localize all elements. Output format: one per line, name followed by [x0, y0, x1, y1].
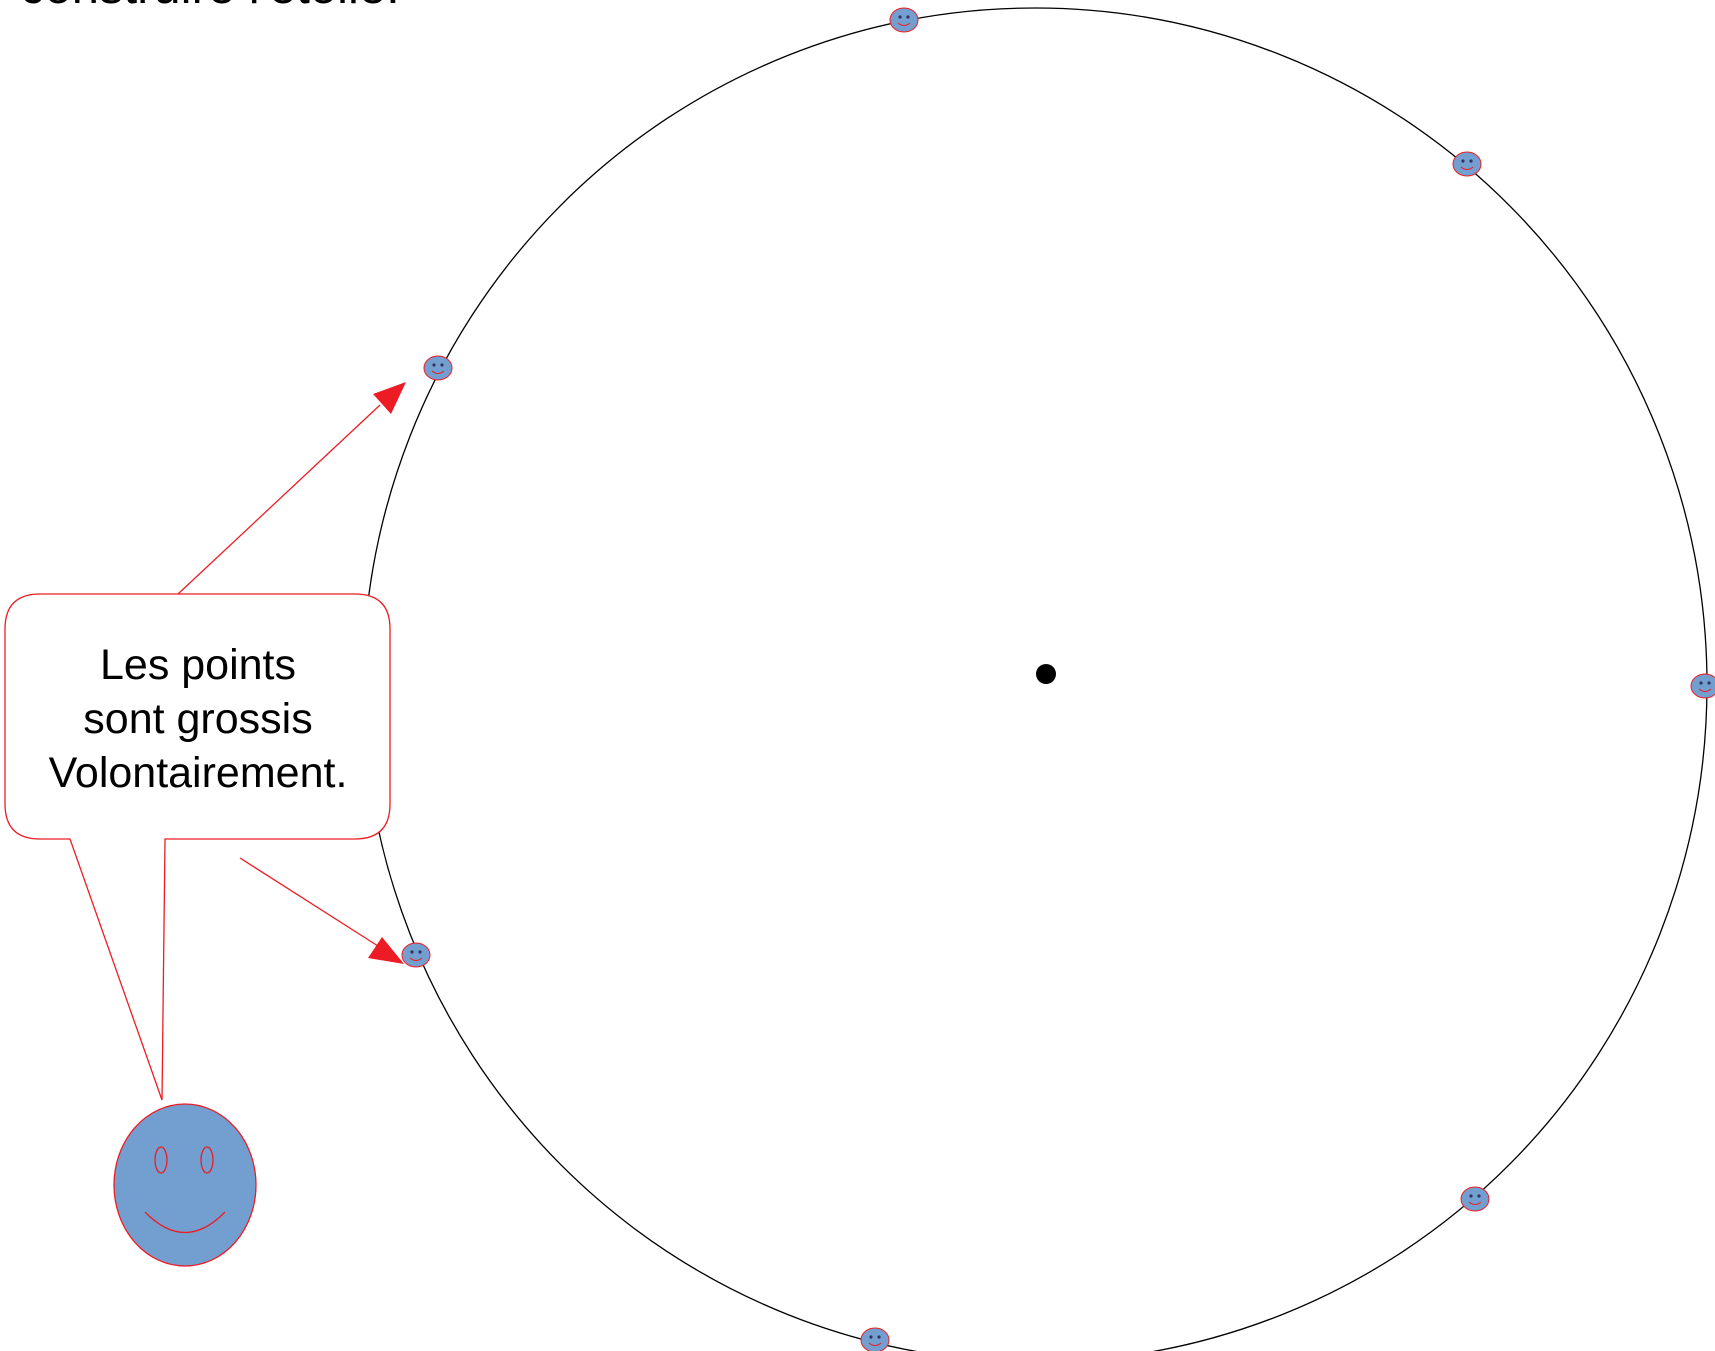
main-circle — [362, 7, 1708, 1351]
point-marker-upper-left — [423, 355, 453, 381]
center-dot-icon — [1036, 664, 1056, 684]
callout-line-1: Les points — [99, 641, 297, 689]
point-marker-right — [1690, 673, 1715, 699]
point-marker-lower-left — [401, 942, 431, 968]
smiley-face-icon — [113, 1103, 257, 1267]
callout-line-3: Volontairement. — [48, 749, 348, 797]
arrow-upper — [177, 382, 406, 595]
speech-callout — [4, 593, 391, 1101]
point-marker-bottom — [860, 1327, 890, 1351]
page-heading: construire l'étoile. — [20, 0, 400, 16]
arrow-lower — [239, 857, 404, 964]
callout-line-2: sont grossis — [83, 695, 313, 743]
callout-text: Les points sont grossis Volontairement. — [14, 638, 382, 800]
point-marker-top-right — [1452, 151, 1482, 177]
point-marker-bottom-right — [1460, 1186, 1490, 1212]
point-marker-top — [889, 7, 919, 33]
